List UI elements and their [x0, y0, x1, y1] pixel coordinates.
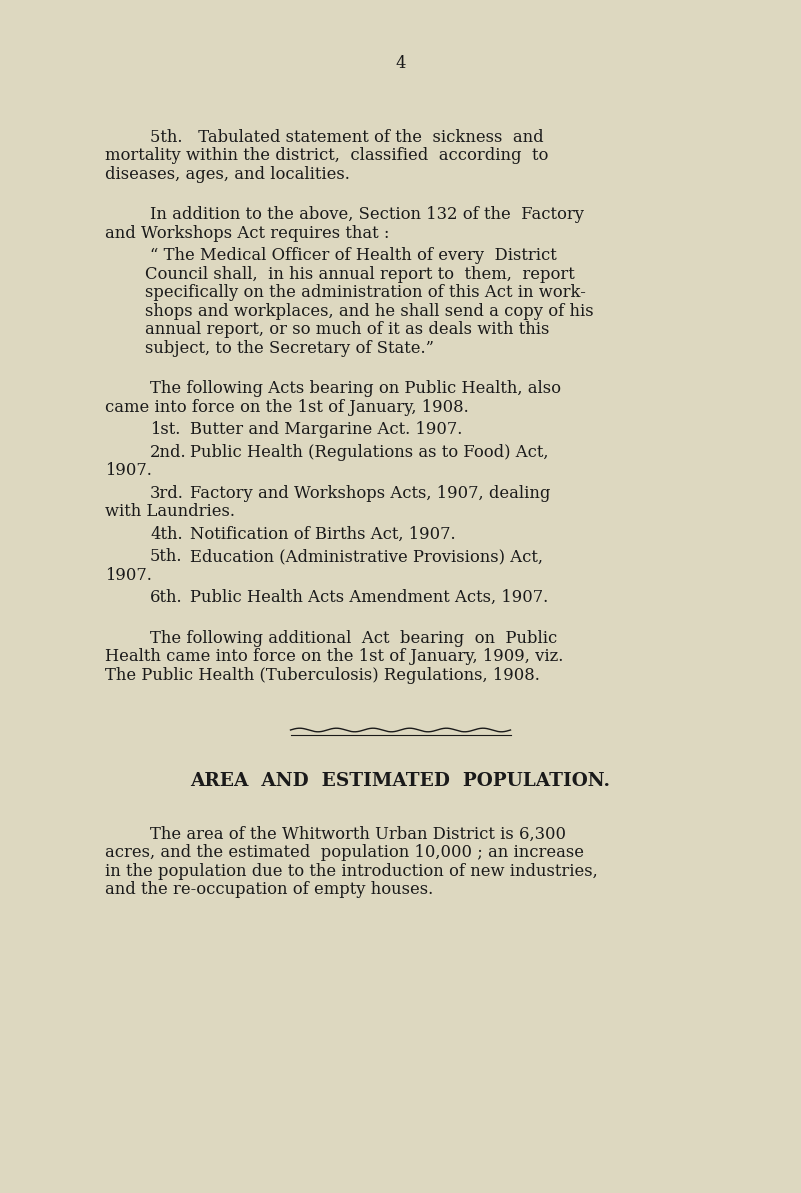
Text: in the population due to the introduction of new industries,: in the population due to the introductio… — [105, 863, 598, 880]
Text: Factory and Workshops Acts, 1907, dealing: Factory and Workshops Acts, 1907, dealin… — [190, 484, 550, 501]
Text: 3rd.: 3rd. — [150, 484, 184, 501]
Text: and the re-occupation of empty houses.: and the re-occupation of empty houses. — [105, 882, 433, 898]
Text: Council shall,  in his annual report to  them,  report: Council shall, in his annual report to t… — [145, 266, 575, 283]
Text: The following Acts bearing on Public Health, also: The following Acts bearing on Public Hea… — [150, 381, 561, 397]
Text: In addition to the above, Section 132 of the  Factory: In addition to the above, Section 132 of… — [150, 206, 584, 223]
Text: shops and workplaces, and he shall send a copy of his: shops and workplaces, and he shall send … — [145, 303, 594, 320]
Text: and Workshops Act requires that :: and Workshops Act requires that : — [105, 224, 389, 241]
Text: The Public Health (Tuberculosis) Regulations, 1908.: The Public Health (Tuberculosis) Regulat… — [105, 667, 540, 684]
Text: Public Health Acts Amendment Acts, 1907.: Public Health Acts Amendment Acts, 1907. — [190, 589, 548, 606]
Text: Public Health (Regulations as to Food) Act,: Public Health (Regulations as to Food) A… — [190, 444, 549, 460]
Text: 2nd.: 2nd. — [150, 444, 187, 460]
Text: Notification of Births Act, 1907.: Notification of Births Act, 1907. — [190, 525, 456, 543]
Text: 4th.: 4th. — [150, 525, 183, 543]
Text: specifically on the administration of this Act in work-: specifically on the administration of th… — [145, 284, 586, 301]
Text: with Laundries.: with Laundries. — [105, 503, 235, 520]
Text: diseases, ages, and localities.: diseases, ages, and localities. — [105, 166, 350, 183]
Text: The area of the Whitworth Urban District is 6,300: The area of the Whitworth Urban District… — [150, 826, 566, 843]
Text: Butter and Margarine Act. 1907.: Butter and Margarine Act. 1907. — [190, 421, 462, 438]
Text: mortality within the district,  classified  according  to: mortality within the district, classifie… — [105, 147, 549, 163]
Text: 5th.: 5th. — [150, 548, 183, 565]
Text: 6th.: 6th. — [150, 589, 183, 606]
Text: came into force on the 1st of January, 1908.: came into force on the 1st of January, 1… — [105, 398, 469, 415]
Text: acres, and the estimated  population 10,000 ; an increase: acres, and the estimated population 10,0… — [105, 845, 584, 861]
Text: 4: 4 — [395, 55, 406, 72]
Text: 5th.   Tabulated statement of the  sickness  and: 5th. Tabulated statement of the sickness… — [150, 129, 544, 146]
Text: AREA  AND  ESTIMATED  POPULATION.: AREA AND ESTIMATED POPULATION. — [191, 772, 610, 790]
Text: The following additional  Act  bearing  on  Public: The following additional Act bearing on … — [150, 630, 557, 647]
Text: 1st.: 1st. — [150, 421, 180, 438]
Text: “ The Medical Officer of Health of every  District: “ The Medical Officer of Health of every… — [150, 247, 557, 264]
Text: 1907.: 1907. — [105, 462, 152, 480]
Text: annual report, or so much of it as deals with this: annual report, or so much of it as deals… — [145, 321, 549, 338]
Text: subject, to the Secretary of State.”: subject, to the Secretary of State.” — [145, 340, 434, 357]
Text: Education (Administrative Provisions) Act,: Education (Administrative Provisions) Ac… — [190, 548, 543, 565]
Text: Health came into force on the 1st of January, 1909, viz.: Health came into force on the 1st of Jan… — [105, 648, 563, 665]
Text: 1907.: 1907. — [105, 567, 152, 583]
